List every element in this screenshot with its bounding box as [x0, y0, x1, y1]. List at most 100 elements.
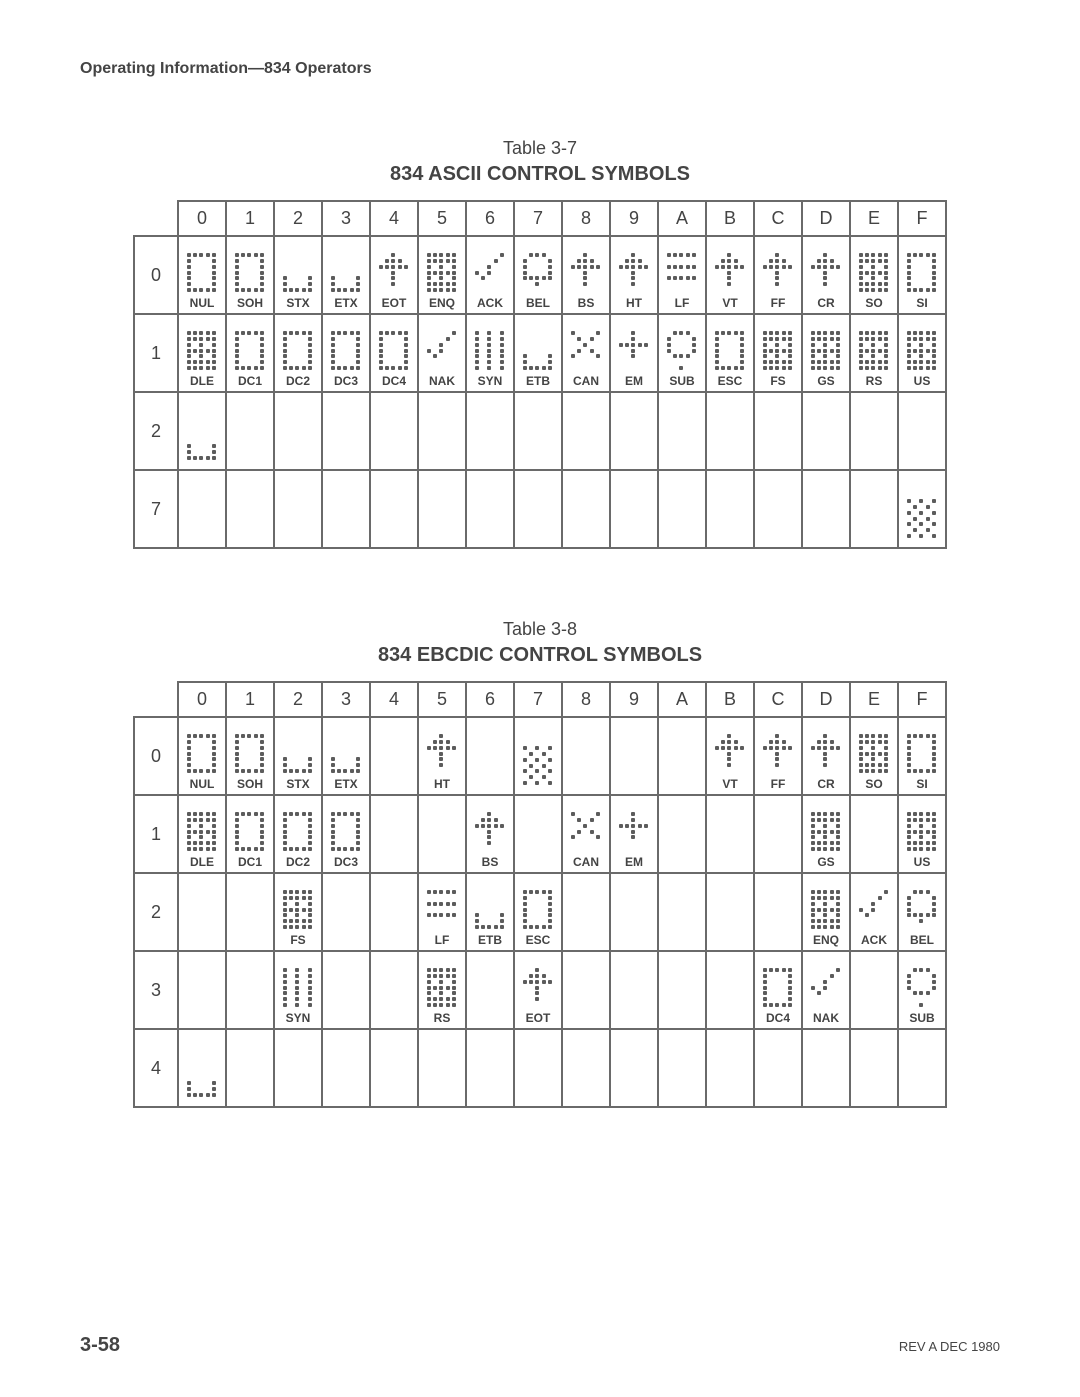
col-header: 1	[226, 682, 274, 717]
symbol-cell: LF	[658, 236, 706, 314]
symbol-cell: CAN	[562, 795, 610, 873]
symbol-cell: RS	[850, 314, 898, 392]
symbol-cell: ACK	[466, 236, 514, 314]
symbol-cell	[466, 951, 514, 1029]
symbol-cell	[178, 392, 226, 470]
dense-glyph	[283, 890, 313, 930]
col-header: B	[706, 201, 754, 236]
symbol-cell	[226, 1029, 274, 1107]
dense-glyph	[811, 812, 841, 852]
symbol-cell	[898, 470, 946, 548]
symbol-label: FS	[290, 934, 305, 946]
dense-glyph	[859, 331, 889, 371]
col-header: 8	[562, 682, 610, 717]
symbol-label: DLE	[190, 375, 214, 387]
symbol-label: CR	[817, 778, 834, 790]
col-header: E	[850, 682, 898, 717]
dense-glyph	[907, 812, 937, 852]
page-number: 3-58	[80, 1334, 120, 1357]
symbol-label: GS	[817, 375, 834, 387]
ascii-table-wrap: 0123456789ABCDEF0NULSOHSTXETXEOTENQACKBE…	[80, 200, 1000, 549]
symbol-cell	[370, 470, 418, 548]
symbol-cell	[226, 392, 274, 470]
rect-glyph	[283, 812, 313, 852]
symbol-label: NAK	[813, 1012, 839, 1024]
arrow-glyph	[475, 812, 505, 852]
symbol-cell: DC2	[274, 795, 322, 873]
rect-glyph	[235, 331, 265, 371]
row-header: 1	[134, 314, 178, 392]
symbol-cell: SOH	[226, 236, 274, 314]
symbol-label: EOT	[382, 297, 407, 309]
symbol-cell	[322, 392, 370, 470]
symbol-cell: RS	[418, 951, 466, 1029]
check-glyph	[811, 968, 841, 1008]
symbol-label: SYN	[286, 1012, 311, 1024]
symbol-cell: ENQ	[418, 236, 466, 314]
ebcdic-title: 834 EBCDIC CONTROL SYMBOLS	[80, 644, 1000, 667]
symbol-cell: US	[898, 795, 946, 873]
row-header: 1	[134, 795, 178, 873]
col-header: 3	[322, 682, 370, 717]
x-glyph	[571, 331, 601, 371]
ebcdic-table: 0123456789ABCDEF0NULSOHSTXETXHTVTFFCRSOS…	[133, 681, 947, 1108]
symbol-cell	[850, 951, 898, 1029]
symbol-cell	[850, 392, 898, 470]
ring-glyph	[667, 331, 697, 371]
symbol-cell	[274, 1029, 322, 1107]
low-glyph	[187, 1058, 217, 1098]
symbol-cell	[658, 1029, 706, 1107]
symbol-cell: CR	[802, 236, 850, 314]
arrow-glyph	[523, 968, 553, 1008]
symbol-cell	[802, 1029, 850, 1107]
row-header: 0	[134, 236, 178, 314]
revision-note: REV A DEC 1980	[899, 1339, 1000, 1354]
ascii-table: 0123456789ABCDEF0NULSOHSTXETXEOTENQACKBE…	[133, 200, 947, 549]
symbol-label: ESC	[718, 375, 743, 387]
arrow-glyph	[619, 253, 649, 293]
symbol-cell	[370, 795, 418, 873]
symbol-label: FS	[770, 375, 785, 387]
symbol-label: SUB	[669, 375, 694, 387]
symbol-cell	[226, 873, 274, 951]
rect-glyph	[235, 734, 265, 774]
symbol-cell	[418, 1029, 466, 1107]
row-header: 2	[134, 392, 178, 470]
symbol-cell	[466, 717, 514, 795]
rect-glyph	[187, 253, 217, 293]
symbol-cell	[322, 1029, 370, 1107]
symbol-label: RS	[866, 375, 883, 387]
symbol-cell	[658, 795, 706, 873]
row-header: 0	[134, 717, 178, 795]
arrow-glyph	[811, 253, 841, 293]
dense-glyph	[859, 253, 889, 293]
symbol-label: SYN	[478, 375, 503, 387]
symbol-label: SI	[916, 297, 927, 309]
symbol-cell	[322, 951, 370, 1029]
ascii-caption: Table 3-7	[80, 138, 1000, 159]
symbol-cell	[562, 1029, 610, 1107]
col-header: 2	[274, 682, 322, 717]
ring-glyph	[907, 968, 937, 1008]
dense-glyph	[427, 968, 457, 1008]
symbol-label: ETB	[478, 934, 502, 946]
symbol-cell	[706, 470, 754, 548]
symbol-cell	[514, 717, 562, 795]
symbol-label: ACK	[477, 297, 503, 309]
triple-glyph	[667, 253, 697, 293]
symbol-label: DC3	[334, 856, 358, 868]
symbol-cell	[178, 873, 226, 951]
symbol-label: BS	[578, 297, 595, 309]
col-header: B	[706, 682, 754, 717]
row-header: 2	[134, 873, 178, 951]
arrow-glyph	[379, 253, 409, 293]
symbol-cell: SUB	[658, 314, 706, 392]
low-glyph	[283, 734, 313, 774]
symbol-cell	[466, 1029, 514, 1107]
symbol-cell	[226, 951, 274, 1029]
symbol-label: US	[914, 375, 931, 387]
symbol-label: DC1	[238, 856, 262, 868]
symbol-cell: DC4	[754, 951, 802, 1029]
symbol-cell: VT	[706, 236, 754, 314]
symbol-cell: NUL	[178, 236, 226, 314]
